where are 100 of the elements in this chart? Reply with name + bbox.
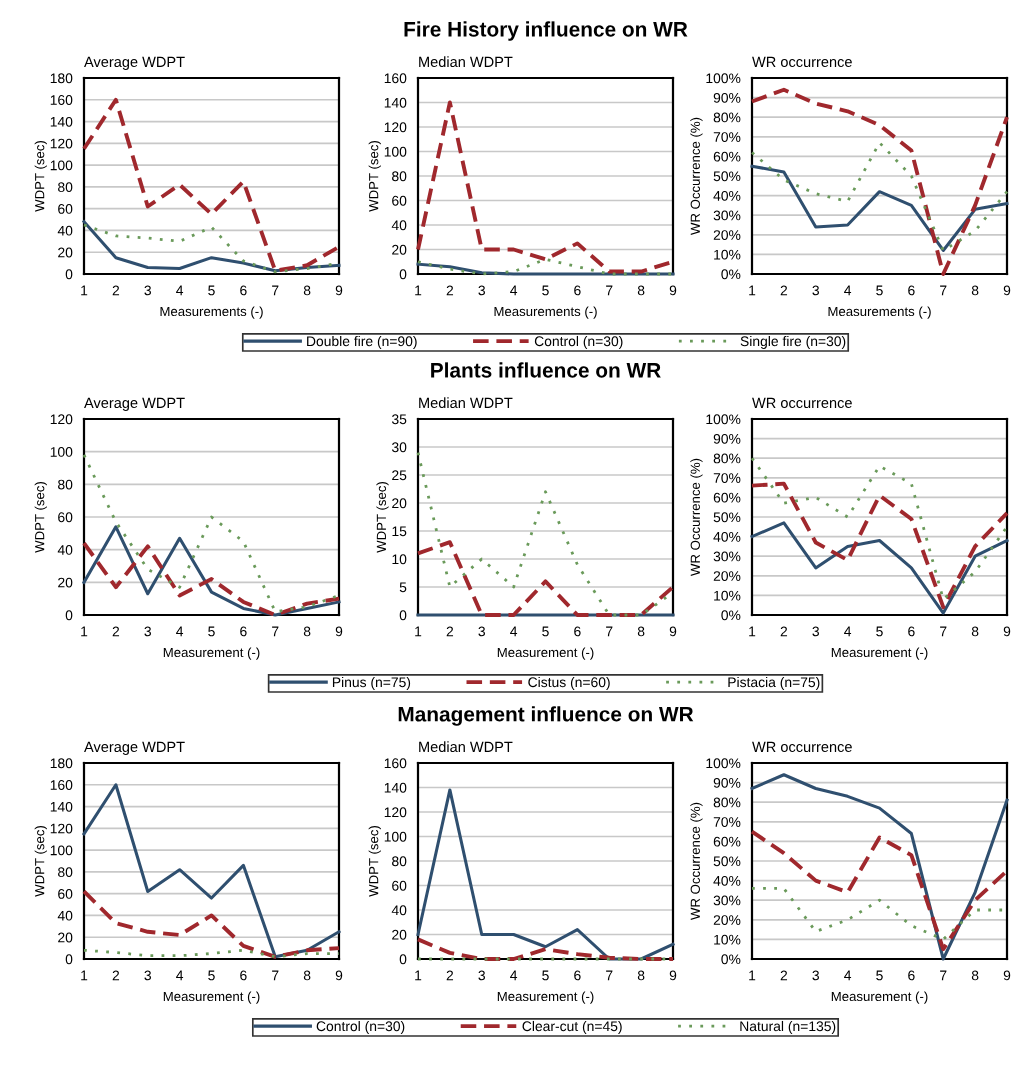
x-tick-label: 4 [510,970,518,981]
y-tick-label: 20 [392,929,407,940]
y-tick-label: 0% [721,954,741,965]
y-tick-label: 140 [50,116,73,127]
x-tick-label: 7 [940,970,947,981]
legend-label: Double fire (n=90) [307,335,417,349]
y-tick-label: 160 [50,780,73,790]
x-tick-label: 4 [510,285,518,296]
x-tick-label: 7 [272,285,279,296]
text: Fire History influence on WR [404,21,688,41]
y-tick-label: 100% [706,414,741,425]
x-tick-label: 6 [240,970,247,981]
x-tick-label: 6 [908,285,915,296]
y-tick-label: 10% [714,590,741,601]
y-tick-label: 0 [399,954,407,965]
y-tick-label: 70% [713,132,741,142]
y-tick-label: 60% [713,492,741,503]
x-tick-label: 4 [176,626,184,637]
y-tick-label: 20 [58,577,73,588]
x-tick-label: 9 [669,285,677,296]
y-tick-label: 100% [706,758,741,769]
y-tick-label: 100 [50,845,73,856]
chart-title: Average WDPT [84,741,185,755]
y-tick-label: 100 [384,146,407,157]
y-tick-label: 180 [50,73,73,84]
y-tick-label: 80 [58,479,73,490]
x-tick-label: 5 [876,285,883,296]
x-tick-label: 3 [478,626,485,637]
x-tick-label: 4 [844,626,852,637]
y-tick-label: 50% [713,512,741,523]
x-axis-title: Measurements (-) [494,306,597,319]
y-axis-title: WDPT (sec) [368,826,381,897]
y-tick-label: 90% [713,433,741,444]
chart-title: WR occurrence [752,56,852,68]
x-tick-label: 1 [749,626,756,637]
x-tick-label: 8 [971,970,979,981]
y-tick-label: 40 [57,910,73,921]
legend-label: Cistus (n=60) [528,676,610,690]
x-axis-title: Measurement (-) [163,991,260,1004]
text: Plants influence on WR [431,362,661,378]
legend-label: Control (n=30) [316,1020,405,1034]
y-tick-label: 60% [713,836,741,847]
y-tick-label: 120 [384,122,407,133]
line-series [750,456,1009,601]
x-tick-label: 5 [208,285,215,296]
chart-title: Median WDPT [419,56,513,68]
y-tick-label: 0% [721,610,741,621]
legend-label: Clear-cut (n=45) [522,1020,622,1034]
y-tick-label: 180 [50,758,73,769]
y-axis-title: WDPT (sec) [368,141,381,212]
y-tick-label: 70% [713,473,741,483]
y-tick-label: 0% [721,269,741,280]
y-tick-label: 15 [392,526,407,537]
y-tick-label: 40 [57,225,73,236]
x-tick-label: 3 [144,626,151,637]
y-axis-title: WDPT (sec) [34,482,47,553]
y-tick-label: 60 [392,195,407,206]
x-tick-label: 4 [176,285,184,296]
y-tick-label: 100 [384,831,407,842]
y-tick-label: 120 [50,823,73,834]
y-tick-label: 60 [58,889,73,899]
x-tick-label: 2 [780,626,788,637]
x-tick-label: 6 [240,626,247,637]
x-tick-label: 4 [844,970,852,981]
x-tick-label: 5 [876,970,883,981]
y-tick-label: 25 [392,470,407,481]
legend-label: Pinus (n=75) [332,676,411,690]
x-tick-label: 9 [335,285,343,296]
x-tick-label: 7 [272,626,279,637]
chart-title: Median WDPT [419,741,513,753]
y-tick-label: 0 [399,610,407,621]
line-series [750,829,1009,952]
x-tick-label: 9 [335,970,343,981]
y-tick-label: 160 [50,95,73,105]
y-tick-label: 10% [714,249,741,260]
x-tick-label: 2 [780,970,788,981]
y-tick-label: 0 [65,610,73,621]
x-tick-label: 3 [812,285,819,296]
x-axis-title: Measurements (-) [828,306,931,319]
x-tick-label: 6 [240,285,247,296]
legend-label: Control (n=30) [534,335,623,349]
x-axis-title: Measurement (-) [831,647,928,660]
x-tick-label: 8 [971,285,979,296]
y-tick-label: 0 [399,269,407,280]
x-tick-label: 1 [415,626,422,637]
x-axis-title: Measurement (-) [163,647,260,660]
y-tick-label: 80 [392,856,407,867]
x-tick-label: 5 [208,970,215,981]
y-tick-label: 140 [50,801,73,812]
x-tick-label: 2 [446,626,454,637]
legend-label: Pistacia (n=75) [728,676,820,690]
x-axis-title: Measurement (-) [497,991,594,1004]
y-tick-label: 90% [713,777,741,788]
x-tick-label: 1 [81,285,88,296]
y-tick-label: 0 [65,269,73,280]
text: Management influence on WR [398,706,694,726]
x-tick-label: 9 [1003,285,1011,296]
x-tick-label: 3 [144,285,151,296]
x-tick-label: 7 [272,970,279,981]
y-tick-label: 30 [391,442,407,453]
